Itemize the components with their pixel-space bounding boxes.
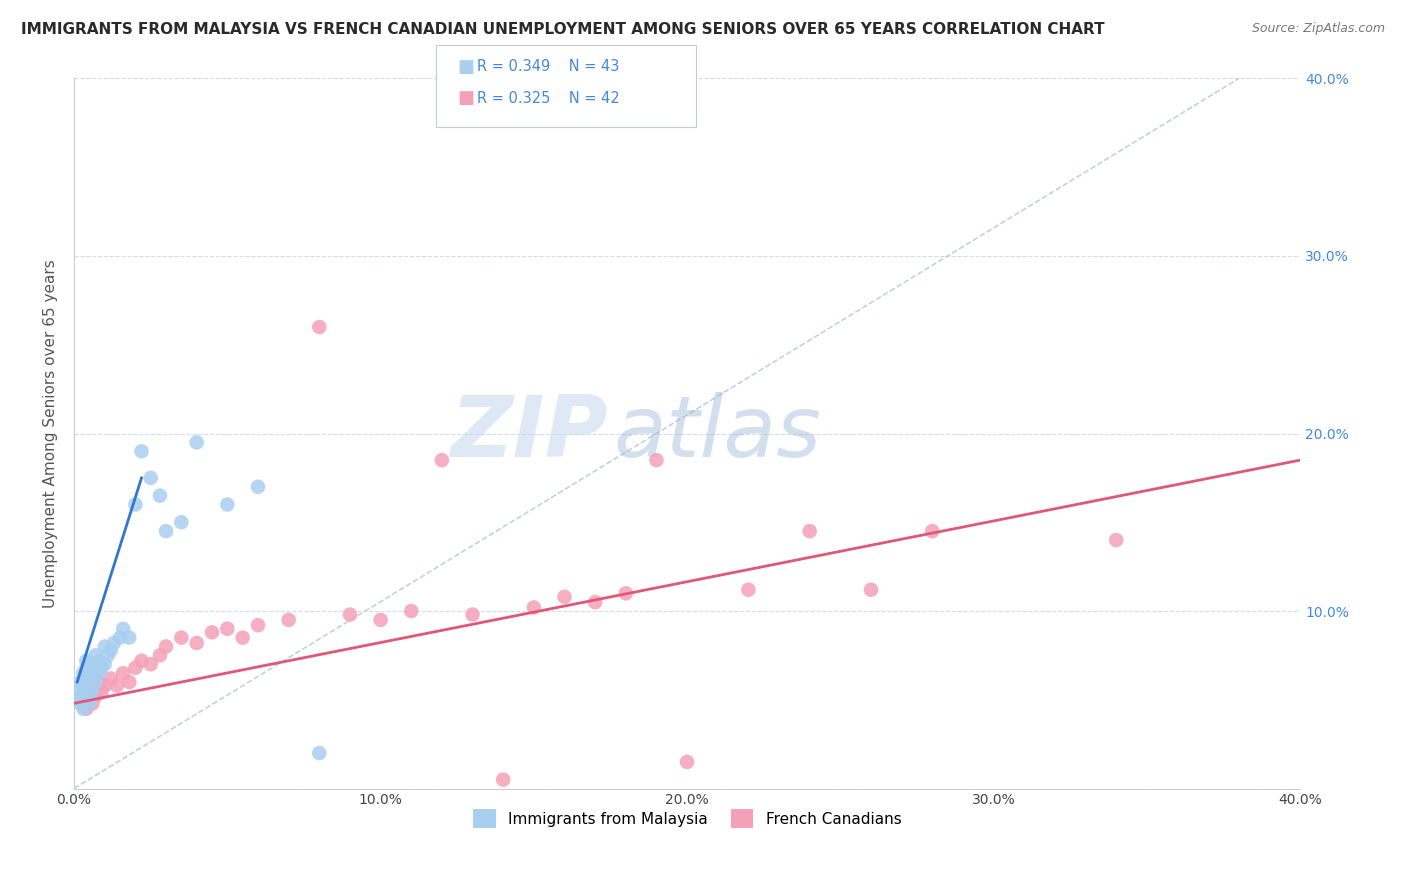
Point <box>737 582 759 597</box>
Point <box>66 684 89 698</box>
Point <box>72 679 94 693</box>
Text: IMMIGRANTS FROM MALAYSIA VS FRENCH CANADIAN UNEMPLOYMENT AMONG SENIORS OVER 65 Y: IMMIGRANTS FROM MALAYSIA VS FRENCH CANAD… <box>21 22 1105 37</box>
Point <box>69 675 91 690</box>
Point <box>82 696 104 710</box>
Point <box>90 661 112 675</box>
Text: Source: ZipAtlas.com: Source: ZipAtlas.com <box>1251 22 1385 36</box>
Point <box>139 471 162 485</box>
Point <box>139 657 162 672</box>
Point <box>75 661 97 675</box>
Point <box>66 692 89 706</box>
Point <box>72 692 94 706</box>
Text: R = 0.325    N = 42: R = 0.325 N = 42 <box>477 91 620 105</box>
Point <box>149 648 172 663</box>
Point <box>277 613 299 627</box>
Point <box>93 679 115 693</box>
Point <box>339 607 361 622</box>
Point <box>108 631 131 645</box>
Point <box>553 590 575 604</box>
Point <box>79 696 101 710</box>
Point <box>859 582 882 597</box>
Point <box>1105 533 1128 547</box>
Point <box>921 524 943 538</box>
Point <box>84 690 107 704</box>
Point <box>370 613 392 627</box>
Point <box>645 453 668 467</box>
Point <box>75 692 97 706</box>
Point <box>308 746 330 760</box>
Point <box>90 684 112 698</box>
Point <box>170 515 193 529</box>
Point <box>217 498 239 512</box>
Point <box>246 480 269 494</box>
Y-axis label: Unemployment Among Seniors over 65 years: Unemployment Among Seniors over 65 years <box>44 260 58 607</box>
Point <box>72 666 94 681</box>
Point <box>84 675 107 690</box>
Point <box>118 675 141 690</box>
Point <box>79 657 101 672</box>
Point <box>87 666 110 681</box>
Point <box>492 772 515 787</box>
Text: R = 0.349    N = 43: R = 0.349 N = 43 <box>477 60 619 74</box>
Point <box>201 625 224 640</box>
Point <box>124 661 146 675</box>
Point <box>75 654 97 668</box>
Point <box>82 684 104 698</box>
Point <box>186 435 208 450</box>
Point <box>118 631 141 645</box>
Point <box>82 657 104 672</box>
Point <box>97 648 120 663</box>
Point <box>614 586 637 600</box>
Point <box>799 524 821 538</box>
Point <box>87 675 110 690</box>
Point <box>72 701 94 715</box>
Point <box>82 672 104 686</box>
Point <box>676 755 699 769</box>
Point <box>75 684 97 698</box>
Point <box>103 636 125 650</box>
Point <box>75 701 97 715</box>
Text: ■: ■ <box>457 58 474 76</box>
Point <box>217 622 239 636</box>
Point <box>149 489 172 503</box>
Point <box>105 679 128 693</box>
Point <box>155 640 177 654</box>
Point <box>72 688 94 702</box>
Point <box>100 643 122 657</box>
Point <box>399 604 422 618</box>
Point <box>79 690 101 704</box>
Point <box>308 320 330 334</box>
Point <box>131 444 153 458</box>
Text: ■: ■ <box>457 89 474 107</box>
Point <box>232 631 254 645</box>
Point <box>84 648 107 663</box>
Point <box>170 631 193 645</box>
Point <box>79 666 101 681</box>
Point <box>430 453 453 467</box>
Point <box>461 607 484 622</box>
Point <box>112 666 135 681</box>
Legend: Immigrants from Malaysia, French Canadians: Immigrants from Malaysia, French Canadia… <box>467 804 907 834</box>
Point <box>523 600 546 615</box>
Point <box>93 640 115 654</box>
Point <box>131 654 153 668</box>
Point <box>69 690 91 704</box>
Point <box>79 684 101 698</box>
Point <box>186 636 208 650</box>
Point <box>155 524 177 538</box>
Point <box>69 696 91 710</box>
Point <box>124 498 146 512</box>
Point <box>87 654 110 668</box>
Point <box>112 622 135 636</box>
Point <box>100 672 122 686</box>
Text: ZIP: ZIP <box>450 392 607 475</box>
Point <box>246 618 269 632</box>
Text: atlas: atlas <box>613 392 821 475</box>
Point <box>93 657 115 672</box>
Point <box>583 595 606 609</box>
